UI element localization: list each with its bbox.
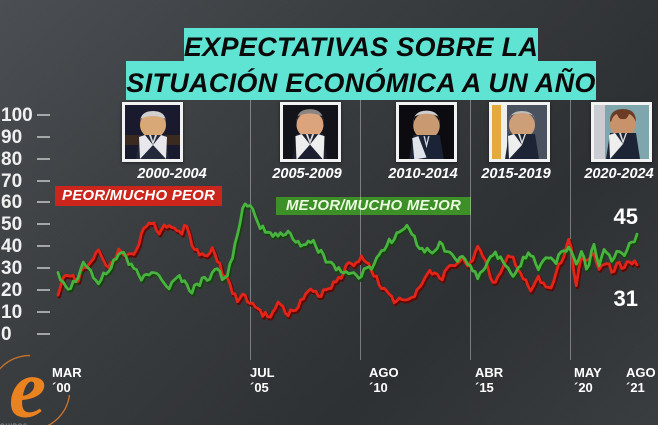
svg-text:e: e (9, 348, 46, 425)
